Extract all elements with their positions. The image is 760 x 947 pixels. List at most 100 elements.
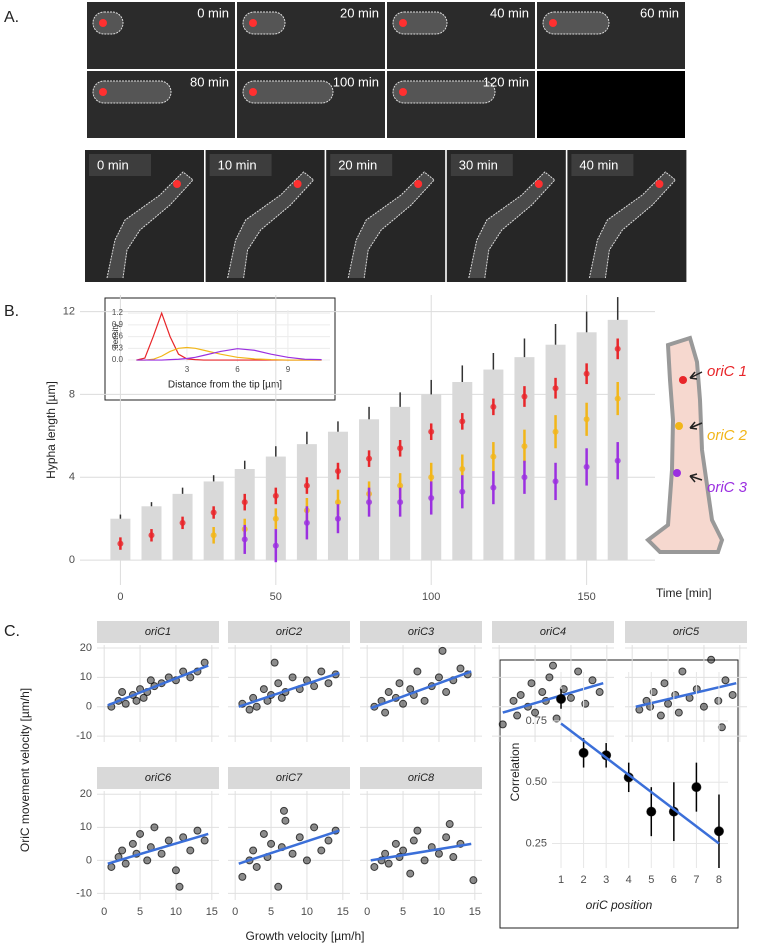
y-tick-label: 0 <box>86 854 92 866</box>
bar <box>607 319 628 561</box>
point <box>317 846 326 855</box>
y-tick-label: 0.6 <box>112 332 124 341</box>
y-tick-label: 0.25 <box>526 837 547 849</box>
point <box>413 667 422 676</box>
point <box>397 445 404 452</box>
y-tick-label: 0 <box>69 554 75 566</box>
point <box>121 699 130 708</box>
point <box>121 859 130 868</box>
point <box>459 488 466 495</box>
strip <box>228 621 350 643</box>
point <box>259 829 268 838</box>
point <box>707 655 716 664</box>
spot <box>99 88 107 96</box>
point <box>521 474 528 481</box>
strip <box>97 621 219 643</box>
point <box>498 720 507 729</box>
y-tick-label: 0.75 <box>526 715 547 727</box>
point <box>545 673 554 682</box>
point <box>279 806 288 815</box>
point <box>274 679 283 688</box>
y-axis-label: density <box>111 323 120 348</box>
strip <box>97 767 219 789</box>
point <box>420 856 429 865</box>
point <box>171 866 180 875</box>
y-tick-label: -10 <box>76 730 92 742</box>
point <box>397 482 404 489</box>
point <box>399 846 408 855</box>
point <box>334 468 341 475</box>
point <box>438 646 447 655</box>
point <box>428 495 435 501</box>
point <box>559 685 568 694</box>
point <box>334 515 341 522</box>
x-tick-label: 9 <box>286 365 291 374</box>
point <box>566 693 575 702</box>
x-tick-label: 5 <box>400 906 406 918</box>
strip <box>360 767 482 789</box>
point <box>210 532 217 539</box>
time-label: 0 min <box>97 157 129 172</box>
y-tick-label: 0.9 <box>112 320 124 329</box>
bar <box>234 469 255 561</box>
spot <box>399 88 407 96</box>
point <box>381 708 390 717</box>
point <box>552 714 561 723</box>
time-bg <box>89 154 151 176</box>
point <box>552 428 559 435</box>
point <box>118 846 127 855</box>
fit-line <box>238 671 340 708</box>
hypha-outline <box>542 11 610 35</box>
point <box>434 673 443 682</box>
y-tick-label: 8 <box>69 388 75 400</box>
strip-title: oriC3 <box>408 626 435 638</box>
point <box>420 696 429 705</box>
x-tick-label: 6 <box>235 365 240 374</box>
point <box>717 723 726 732</box>
legend-label: oriC 2 <box>707 427 748 444</box>
y-tick-label: -10 <box>76 887 92 899</box>
legend-label: oriC 3 <box>707 479 748 496</box>
point <box>588 676 597 685</box>
point <box>552 385 559 392</box>
time-label: 20 min <box>340 5 379 20</box>
x-tick-label: 0 <box>117 591 123 603</box>
time-label: 10 min <box>218 157 257 172</box>
schematic-dot <box>679 376 687 384</box>
point <box>295 833 304 842</box>
time-label: 40 min <box>579 157 618 172</box>
fit-line <box>238 829 340 865</box>
fit-line <box>107 664 209 707</box>
x-tick-label: 10 <box>170 906 182 918</box>
point <box>272 542 279 549</box>
point <box>118 688 127 697</box>
density-line <box>136 346 322 361</box>
hypha-outline <box>392 80 496 104</box>
point <box>527 679 536 688</box>
panel-label: C. <box>4 623 20 640</box>
point <box>664 699 673 708</box>
point <box>449 853 458 862</box>
point <box>574 667 583 676</box>
point <box>445 820 454 829</box>
point <box>728 690 737 699</box>
point <box>249 846 258 855</box>
spot <box>534 180 543 188</box>
y-tick-label: 0.0 <box>112 355 124 364</box>
point <box>614 345 621 352</box>
y-tick-label: 4 <box>69 471 75 483</box>
point <box>442 688 451 697</box>
point <box>509 696 518 705</box>
point <box>395 679 404 688</box>
point <box>210 509 217 516</box>
x-axis-label: Time [min] <box>656 586 712 600</box>
point <box>459 466 466 472</box>
x-tick-label: 15 <box>337 906 349 918</box>
point <box>384 859 393 868</box>
x-tick-label: 0 <box>364 906 370 918</box>
hypha-outline <box>242 80 334 104</box>
x-tick-label: 4 <box>626 874 632 886</box>
y-axis-label: Hypha length [µm] <box>44 381 58 479</box>
point <box>656 711 665 720</box>
point <box>200 836 209 845</box>
